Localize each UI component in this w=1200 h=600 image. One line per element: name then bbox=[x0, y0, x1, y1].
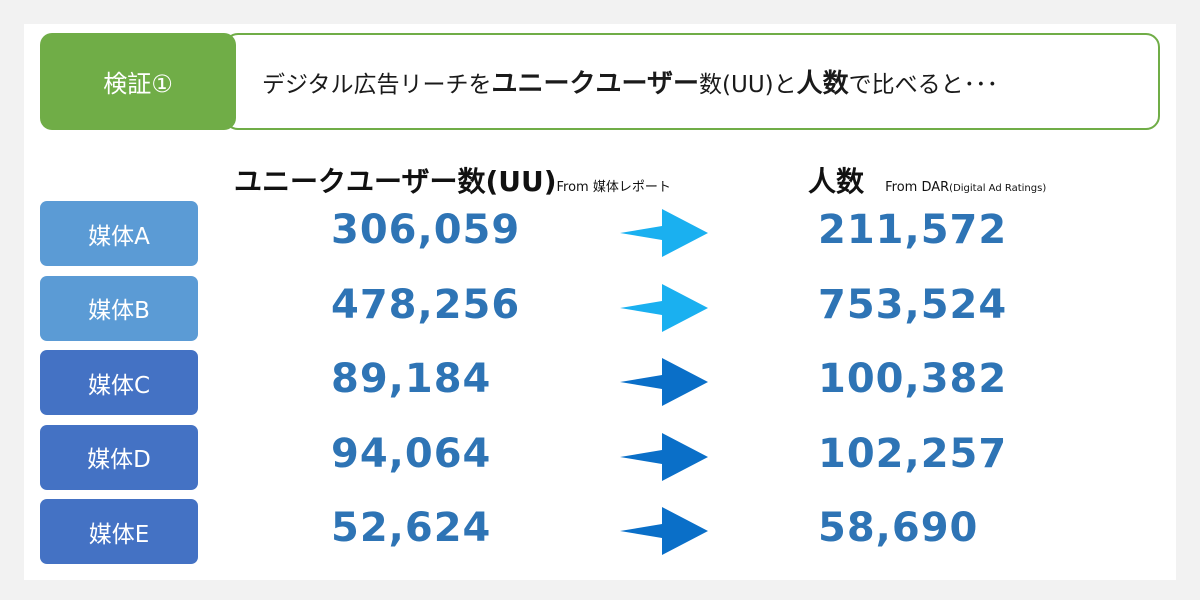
people-value: 211,572 bbox=[818, 207, 1008, 253]
people-column-header: 人数 From DAR(Digital Ad Ratings) bbox=[808, 160, 1046, 200]
headline-people: 人数 bbox=[796, 69, 849, 99]
people-column-source: From DAR bbox=[885, 180, 950, 195]
row-label: 媒体B bbox=[40, 275, 198, 341]
arrow-icon bbox=[620, 283, 708, 332]
uu-column-source: From 媒体レポート bbox=[556, 180, 671, 195]
row-label: 媒体C bbox=[40, 350, 198, 415]
people-value: 58,690 bbox=[818, 505, 979, 551]
uu-column-header: ユニークユーザー数(UU)From 媒体レポート bbox=[234, 160, 671, 200]
headline-part3: 数(UU)と bbox=[699, 71, 797, 98]
arrow-icon bbox=[620, 432, 708, 481]
row-label: 媒体D bbox=[40, 424, 198, 490]
verification-badge-label: 検証① bbox=[103, 70, 173, 98]
uu-value: 94,064 bbox=[331, 430, 492, 477]
uu-column-title: ユニークユーザー数(UU) bbox=[234, 165, 557, 198]
arrow-icon bbox=[620, 209, 708, 257]
headline-part5: で比べると･･･ bbox=[848, 71, 999, 98]
people-value: 753,524 bbox=[818, 281, 1008, 328]
uu-value: 89,184 bbox=[331, 356, 492, 402]
arrow-icon bbox=[620, 507, 708, 555]
people-column-source-detail: (Digital Ad Ratings) bbox=[949, 183, 1047, 194]
verification-badge: 検証① bbox=[40, 33, 236, 130]
headline-unique-users: ユニークユーザー bbox=[491, 69, 700, 99]
arrow-icon bbox=[620, 358, 708, 406]
headline-box: デジタル広告リーチを ユニークユーザー 数(UU)と 人数 で比べると･･･ bbox=[224, 33, 1160, 130]
uu-value: 52,624 bbox=[331, 505, 492, 551]
uu-value: 478,256 bbox=[331, 281, 521, 328]
uu-value: 306,059 bbox=[331, 207, 521, 253]
people-value: 102,257 bbox=[818, 430, 1008, 477]
people-value: 100,382 bbox=[818, 356, 1008, 402]
row-label: 媒体A bbox=[40, 201, 198, 266]
headline-part1: デジタル広告リーチを bbox=[262, 71, 492, 98]
people-column-title: 人数 bbox=[808, 165, 865, 198]
row-label: 媒体E bbox=[40, 499, 198, 564]
